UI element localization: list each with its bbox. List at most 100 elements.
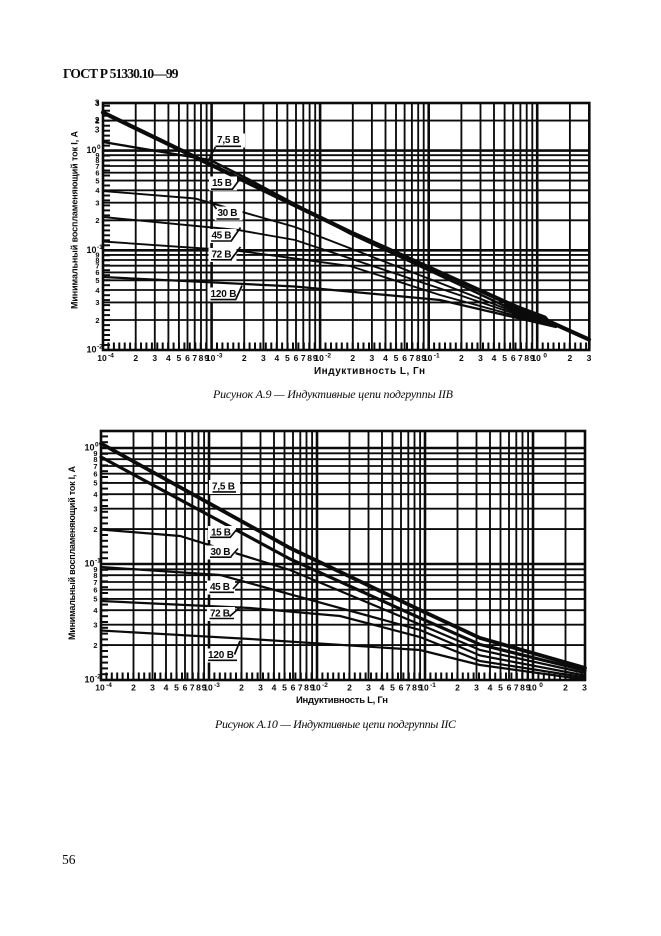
svg-text:72 В: 72 В	[210, 609, 230, 620]
svg-text:120 В: 120 В	[208, 650, 234, 661]
svg-text:0: 0	[95, 442, 99, 449]
svg-text:2: 2	[133, 353, 138, 363]
svg-text:2: 2	[93, 641, 97, 650]
svg-text:3: 3	[150, 683, 155, 693]
svg-text:10: 10	[95, 683, 105, 693]
svg-text:9: 9	[421, 353, 426, 363]
svg-text:10: 10	[311, 683, 321, 693]
svg-text:5: 5	[95, 276, 99, 285]
svg-text:-1: -1	[95, 558, 101, 565]
svg-text:5: 5	[93, 479, 97, 488]
svg-text:Рисунок А.10 — Индуктивные цеп: Рисунок А.10 — Индуктивные цепи подгрупп…	[214, 717, 457, 731]
svg-text:8: 8	[304, 683, 309, 693]
svg-text:5: 5	[502, 353, 507, 363]
svg-text:56: 56	[62, 852, 76, 867]
svg-text:5: 5	[498, 683, 503, 693]
svg-text:-2: -2	[95, 674, 101, 681]
svg-text:4: 4	[383, 353, 388, 363]
svg-text:8: 8	[95, 256, 99, 265]
svg-text:3: 3	[95, 99, 99, 108]
svg-text:6: 6	[95, 169, 99, 178]
svg-text:7: 7	[298, 683, 303, 693]
svg-text:3: 3	[587, 353, 592, 363]
svg-text:120 В: 120 В	[211, 289, 237, 300]
svg-text:5: 5	[282, 683, 287, 693]
svg-text:7: 7	[95, 262, 99, 271]
svg-text:-4: -4	[106, 682, 112, 689]
svg-text:15 В: 15 В	[211, 528, 231, 539]
svg-text:10: 10	[531, 353, 541, 363]
svg-text:7: 7	[518, 353, 523, 363]
svg-text:6: 6	[291, 683, 296, 693]
svg-text:9: 9	[526, 683, 531, 693]
svg-text:2: 2	[93, 525, 97, 534]
svg-text:0: 0	[539, 682, 543, 689]
svg-text:9: 9	[93, 565, 97, 574]
svg-text:2: 2	[239, 683, 244, 693]
svg-text:9: 9	[93, 449, 97, 458]
svg-text:7: 7	[190, 683, 195, 693]
svg-text:Индуктивность L, Гн: Индуктивность L, Гн	[314, 366, 425, 377]
svg-text:8: 8	[524, 353, 529, 363]
svg-text:Рисунок А.9 — Индуктивные цепи: Рисунок А.9 — Индуктивные цепи подгруппы…	[212, 387, 454, 401]
svg-text:2: 2	[95, 116, 99, 125]
svg-text:3: 3	[258, 683, 263, 693]
svg-text:9: 9	[95, 251, 99, 260]
svg-text:3: 3	[95, 199, 99, 208]
svg-text:15 В: 15 В	[212, 178, 232, 189]
svg-text:-1: -1	[97, 244, 103, 251]
svg-text:-3: -3	[217, 353, 223, 360]
svg-text:10: 10	[314, 353, 324, 363]
svg-text:8: 8	[307, 353, 312, 363]
svg-text:3: 3	[474, 683, 479, 693]
svg-text:10: 10	[423, 353, 433, 363]
svg-text:10: 10	[86, 145, 96, 155]
svg-text:7: 7	[406, 683, 411, 693]
svg-text:9: 9	[418, 683, 423, 693]
svg-text:Минимальный воспламеняющий ток: Минимальный воспламеняющий ток I, А	[70, 131, 80, 310]
svg-text:9: 9	[313, 353, 318, 363]
svg-text:8: 8	[416, 353, 421, 363]
svg-text:9: 9	[204, 353, 209, 363]
svg-text:ГОСТ Р 51330.10—99: ГОСТ Р 51330.10—99	[63, 66, 179, 81]
svg-text:9: 9	[95, 151, 99, 160]
svg-text:4: 4	[95, 186, 100, 195]
svg-text:10: 10	[97, 353, 107, 363]
svg-text:2: 2	[131, 683, 136, 693]
svg-text:4: 4	[95, 286, 100, 295]
svg-text:3: 3	[582, 683, 587, 693]
svg-text:6: 6	[511, 353, 516, 363]
svg-text:7: 7	[192, 353, 197, 363]
svg-text:7,5 В: 7,5 В	[212, 482, 235, 493]
svg-text:5: 5	[95, 176, 99, 185]
svg-text:0: 0	[543, 353, 547, 360]
svg-text:7: 7	[95, 162, 99, 171]
svg-text:2: 2	[242, 353, 247, 363]
svg-text:2: 2	[95, 216, 99, 225]
svg-text:4: 4	[488, 683, 493, 693]
svg-text:2: 2	[563, 683, 568, 693]
svg-text:7: 7	[301, 353, 306, 363]
svg-text:3: 3	[93, 621, 97, 630]
svg-text:-2: -2	[322, 682, 328, 689]
svg-text:3: 3	[93, 505, 97, 514]
svg-text:72 В: 72 В	[212, 250, 232, 261]
svg-text:4: 4	[93, 490, 98, 499]
svg-text:6: 6	[95, 268, 99, 277]
svg-text:6: 6	[185, 353, 190, 363]
svg-text:45 В: 45 В	[210, 582, 230, 593]
svg-text:30 В: 30 В	[218, 208, 238, 219]
svg-text:8: 8	[95, 156, 99, 165]
svg-text:4: 4	[275, 353, 280, 363]
svg-text:9: 9	[202, 683, 207, 693]
svg-text:7: 7	[93, 578, 97, 587]
svg-text:2: 2	[455, 683, 460, 693]
svg-text:6: 6	[507, 683, 512, 693]
svg-text:2: 2	[95, 316, 99, 325]
svg-text:4: 4	[164, 683, 169, 693]
svg-text:7: 7	[514, 683, 519, 693]
svg-text:3: 3	[95, 298, 99, 307]
svg-text:Индуктивность L, Гн: Индуктивность L, Гн	[296, 695, 388, 706]
svg-text:10: 10	[84, 559, 94, 569]
svg-text:8: 8	[520, 683, 525, 693]
